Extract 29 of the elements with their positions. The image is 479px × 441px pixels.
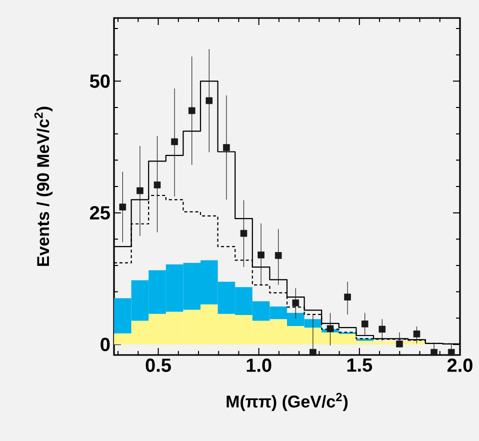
point (344, 294, 351, 300)
point (430, 348, 438, 356)
x-tick-label: 0.5 (146, 358, 171, 372)
point (119, 204, 126, 210)
point (171, 138, 178, 146)
point (396, 340, 403, 348)
y-tick-label: 50 (90, 74, 110, 88)
x-tick-label: 1.5 (347, 358, 372, 372)
x-axis-title: M(ππ) (GeV/c$^{2}$) (226, 392, 348, 411)
y-axis-title: Events / (90 MeV/c$^{2}$) (34, 106, 52, 266)
y-tick-label: 0 (100, 338, 110, 352)
point (326, 325, 334, 332)
x-tick-label: 2.0 (447, 358, 472, 372)
point (223, 144, 230, 151)
x-tick-label: 1.0 (246, 358, 272, 372)
point (258, 252, 264, 258)
point (136, 187, 144, 194)
point (361, 320, 368, 328)
point (310, 348, 316, 356)
y-tick-label: 25 (90, 206, 110, 220)
point (206, 97, 213, 104)
point (292, 299, 300, 306)
point (188, 107, 196, 114)
point (413, 330, 420, 338)
point (448, 348, 455, 356)
point (154, 182, 161, 188)
point (378, 326, 386, 333)
point (240, 230, 248, 237)
point (274, 252, 282, 259)
